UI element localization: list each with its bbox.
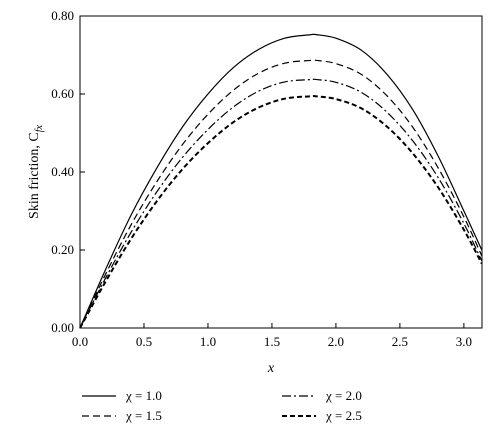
series-lines <box>79 33 483 329</box>
x-tick-label: 2.5 <box>392 334 408 349</box>
x-tick-label: 1.5 <box>264 334 280 349</box>
y-tick-label: 0.40 <box>51 164 74 179</box>
legend: χ = 1.0 χ = 1.5 χ = 2.0 χ = 2.5 <box>82 388 362 423</box>
series-line-1 <box>79 33 483 329</box>
x-axis-label: x <box>267 361 275 376</box>
y-tick-label: 0.20 <box>51 242 74 257</box>
x-tick-label: 3.0 <box>456 334 472 349</box>
y-axis-label-subscript: fx <box>34 124 45 132</box>
y-axis-label: Skin friction, Cfx <box>27 124 45 219</box>
series-line-3 <box>79 78 483 329</box>
legend-label-3: χ = 2.0 <box>325 388 362 403</box>
x-tick-label: 1.0 <box>200 334 216 349</box>
legend-label-4: χ = 2.5 <box>325 408 362 423</box>
legend-label-2: χ = 1.5 <box>125 408 162 423</box>
series-line-2 <box>79 59 483 329</box>
series-line-4 <box>79 95 483 329</box>
plot-frame <box>79 15 483 329</box>
y-tick-label: 0.60 <box>51 86 74 101</box>
legend-label-1: χ = 1.0 <box>125 388 162 403</box>
axis-ticks: 0.0 0.5 1.0 1.5 2.0 2.5 3.0 0.00 0.20 0.40 0.60 0.8… <box>51 8 472 349</box>
y-axis-label-main: Skin friction, C <box>27 132 42 219</box>
x-tick-label: 2.0 <box>328 334 344 349</box>
x-tick-label: 0.0 <box>72 334 88 349</box>
x-tick-label: 0.5 <box>136 334 152 349</box>
y-tick-label: 0.80 <box>51 8 74 23</box>
y-tick-label: 0.00 <box>51 320 74 335</box>
